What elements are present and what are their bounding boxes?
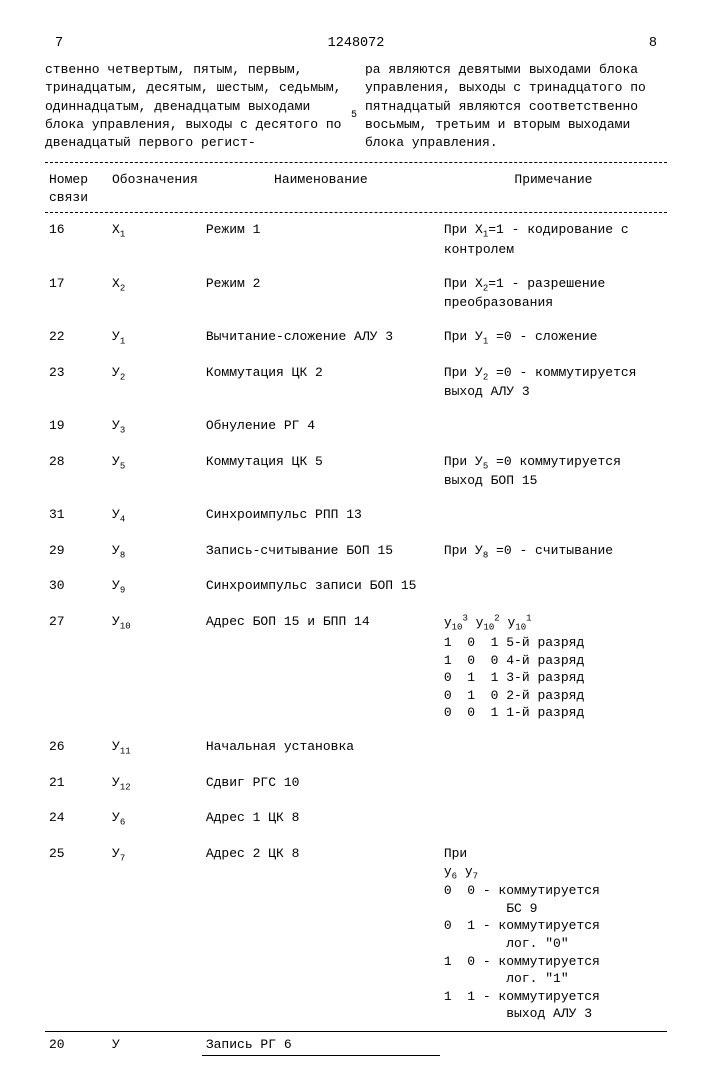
- page-num-right: 8: [649, 35, 657, 53]
- right-column-text: 5 ра являются девятыми выходами блока уп…: [365, 61, 667, 152]
- th-symbol: Обозначения: [108, 167, 202, 212]
- cell-name: Коммутация ЦК 2: [202, 356, 440, 409]
- line-marker-5: 5: [351, 109, 357, 123]
- cell-note: [440, 1031, 667, 1056]
- cell-name: Режим 2: [202, 267, 440, 320]
- cell-note: При У2 =0 - коммутируется выход АЛУ 3: [440, 356, 667, 409]
- cell-number: 16: [45, 213, 108, 266]
- cell-number: 19: [45, 409, 108, 445]
- cell-symbol: У6: [108, 801, 202, 837]
- table-row: 22У1Вычитание-сложение АЛУ 3При У1 =0 - …: [45, 320, 667, 356]
- cell-symbol: У10: [108, 605, 202, 730]
- page-num-left: 7: [55, 35, 63, 53]
- table-row: 25У7Адрес 2 ЦК 8При y6 y7 0 0 - коммутир…: [45, 837, 667, 1031]
- table-row: 24У6Адрес 1 ЦК 8: [45, 801, 667, 837]
- cell-name: Запись РГ 6: [202, 1031, 440, 1056]
- table-row: 31У4Синхроимпульс РПП 13: [45, 498, 667, 534]
- table-row: 28У5Коммутация ЦК 5При У5 =0 коммутирует…: [45, 445, 667, 498]
- cell-name: Синхроимпульс РПП 13: [202, 498, 440, 534]
- cell-number: 30: [45, 569, 108, 605]
- cell-number: 29: [45, 534, 108, 570]
- table-header-row: Номер связи Обозначения Наименование При…: [45, 167, 667, 212]
- cell-symbol: X2: [108, 267, 202, 320]
- cell-number: 31: [45, 498, 108, 534]
- cell-number: 17: [45, 267, 108, 320]
- table-row: 17X2Режим 2При X2=1 - разрешение преобра…: [45, 267, 667, 320]
- table-top-rule: [45, 162, 667, 163]
- right-column-inner: ра являются девятыми выходами блока упра…: [365, 62, 646, 150]
- body-text-columns: ственно четвертым, пятым, первым, тринад…: [45, 61, 667, 152]
- cell-symbol: У: [108, 1031, 202, 1056]
- cell-note: При X2=1 - разрешение преобразования: [440, 267, 667, 320]
- table-row: 23У2Коммутация ЦК 2При У2 =0 - коммутиру…: [45, 356, 667, 409]
- cell-number: 21: [45, 766, 108, 802]
- cell-number: 22: [45, 320, 108, 356]
- cell-number: 24: [45, 801, 108, 837]
- cell-number: 28: [45, 445, 108, 498]
- cell-name: Адрес 1 ЦК 8: [202, 801, 440, 837]
- cell-note: у103 y102 y101 1 0 1 5-й разряд 1 0 0 4-…: [440, 605, 667, 730]
- cell-symbol: У5: [108, 445, 202, 498]
- cell-symbol: X1: [108, 213, 202, 266]
- table-row: 21У12Сдвиг РГС 10: [45, 766, 667, 802]
- cell-note: При У5 =0 коммутируется выход БОП 15: [440, 445, 667, 498]
- cell-name: Коммутация ЦК 5: [202, 445, 440, 498]
- table-row: 19У3Обнуление РГ 4: [45, 409, 667, 445]
- cell-symbol: У7: [108, 837, 202, 1031]
- th-name: Наименование: [202, 167, 440, 212]
- cell-number: 27: [45, 605, 108, 730]
- cell-number: 26: [45, 730, 108, 766]
- table-row: 16X1Режим 1При X1=1 - кодирование с конт…: [45, 213, 667, 266]
- cell-symbol: У8: [108, 534, 202, 570]
- cell-number: 25: [45, 837, 108, 1031]
- cell-symbol: У1: [108, 320, 202, 356]
- table-row: 30У9Синхроимпульс записи БОП 15: [45, 569, 667, 605]
- cell-note: [440, 409, 667, 445]
- cell-note: [440, 801, 667, 837]
- cell-name: Вычитание-сложение АЛУ 3: [202, 320, 440, 356]
- cell-name: Сдвиг РГС 10: [202, 766, 440, 802]
- cell-note: При У1 =0 - сложение: [440, 320, 667, 356]
- page-header: 7 1248072 8: [45, 35, 667, 53]
- cell-note: При y6 y7 0 0 - коммутируется БС 9 0 1 -…: [440, 837, 667, 1031]
- left-column-text: ственно четвертым, пятым, первым, тринад…: [45, 61, 347, 152]
- table-row: 29У8Запись-считывание БОП 15При У8 =0 - …: [45, 534, 667, 570]
- cell-note: При X1=1 - кодирование с контролем: [440, 213, 667, 266]
- doc-number: 1248072: [328, 35, 385, 53]
- cell-name: Обнуление РГ 4: [202, 409, 440, 445]
- cell-name: Синхроимпульс записи БОП 15: [202, 569, 440, 605]
- cell-symbol: У12: [108, 766, 202, 802]
- cell-name: Начальная установка: [202, 730, 440, 766]
- table-body: 16X1Режим 1При X1=1 - кодирование с конт…: [45, 212, 667, 1031]
- cell-symbol: У3: [108, 409, 202, 445]
- cell-note: При У8 =0 - считывание: [440, 534, 667, 570]
- cell-number: 20: [45, 1031, 108, 1056]
- cell-note: [440, 730, 667, 766]
- cell-note: [440, 766, 667, 802]
- cell-symbol: У11: [108, 730, 202, 766]
- th-number: Номер связи: [45, 167, 108, 212]
- cell-note: [440, 569, 667, 605]
- signals-table: Номер связи Обозначения Наименование При…: [45, 167, 667, 1056]
- cell-symbol: У4: [108, 498, 202, 534]
- cell-name: Режим 1: [202, 213, 440, 266]
- table-row: 26У11Начальная установка: [45, 730, 667, 766]
- table-row: 27У10Адрес БОП 15 и БПП 14у103 y102 y101…: [45, 605, 667, 730]
- th-note: Примечание: [440, 167, 667, 212]
- cell-symbol: У2: [108, 356, 202, 409]
- cell-note: [440, 498, 667, 534]
- cell-name: Адрес БОП 15 и БПП 14: [202, 605, 440, 730]
- table-row: 20 У Запись РГ 6: [45, 1031, 667, 1056]
- cell-symbol: У9: [108, 569, 202, 605]
- cell-name: Адрес 2 ЦК 8: [202, 837, 440, 1031]
- cell-name: Запись-считывание БОП 15: [202, 534, 440, 570]
- cell-number: 23: [45, 356, 108, 409]
